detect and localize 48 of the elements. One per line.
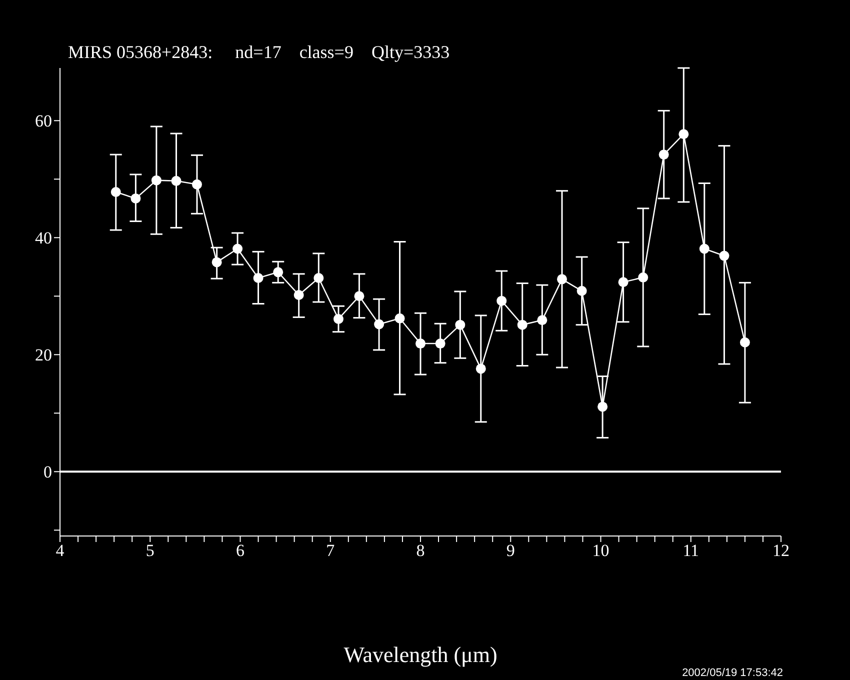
point — [151, 175, 162, 186]
point — [476, 364, 486, 374]
x-tick-label: 7 — [326, 541, 336, 560]
point — [598, 402, 608, 412]
y-tick-label: 60 — [35, 112, 52, 131]
x-axis-title: Wavelength (μm) — [344, 642, 498, 667]
text: 2002/05/19 17:53:42 — [682, 667, 783, 679]
point — [658, 150, 669, 160]
point — [354, 291, 364, 302]
point — [435, 338, 446, 349]
point — [314, 273, 324, 284]
point — [232, 244, 243, 254]
point — [455, 320, 466, 330]
point — [517, 320, 528, 330]
x-tick-label: 10 — [592, 541, 610, 560]
point — [171, 176, 182, 186]
y-tick-label: 0 — [44, 462, 52, 482]
point — [576, 286, 587, 296]
point — [496, 296, 507, 306]
point — [212, 257, 222, 268]
point — [537, 315, 548, 326]
point — [294, 290, 304, 300]
point — [556, 274, 567, 284]
point — [333, 314, 344, 324]
y-tick-label: 40 — [35, 228, 52, 248]
chart-title: MIRS 05368+2843: nd=17 class=9 Qlty=3333 — [68, 42, 450, 62]
x-tick-label: 9 — [506, 541, 515, 560]
x-tick-label: 5 — [146, 541, 154, 560]
point — [740, 337, 750, 348]
x-tick-label: 4 — [56, 541, 65, 560]
point — [719, 250, 730, 261]
point — [374, 319, 384, 330]
point — [273, 267, 284, 278]
x-tick-label: 6 — [236, 541, 244, 560]
point — [394, 313, 405, 324]
point — [618, 277, 628, 288]
x-tick-label: 12 — [772, 541, 790, 560]
point — [699, 244, 710, 254]
y-tick-label: 20 — [35, 346, 52, 365]
point — [130, 193, 141, 204]
point — [416, 338, 426, 349]
x-tick-label: 11 — [682, 541, 700, 560]
point — [678, 129, 689, 140]
point — [253, 273, 264, 284]
point — [638, 272, 648, 282]
point — [192, 179, 202, 190]
x-tick-label: 8 — [416, 541, 425, 560]
point — [110, 187, 121, 198]
